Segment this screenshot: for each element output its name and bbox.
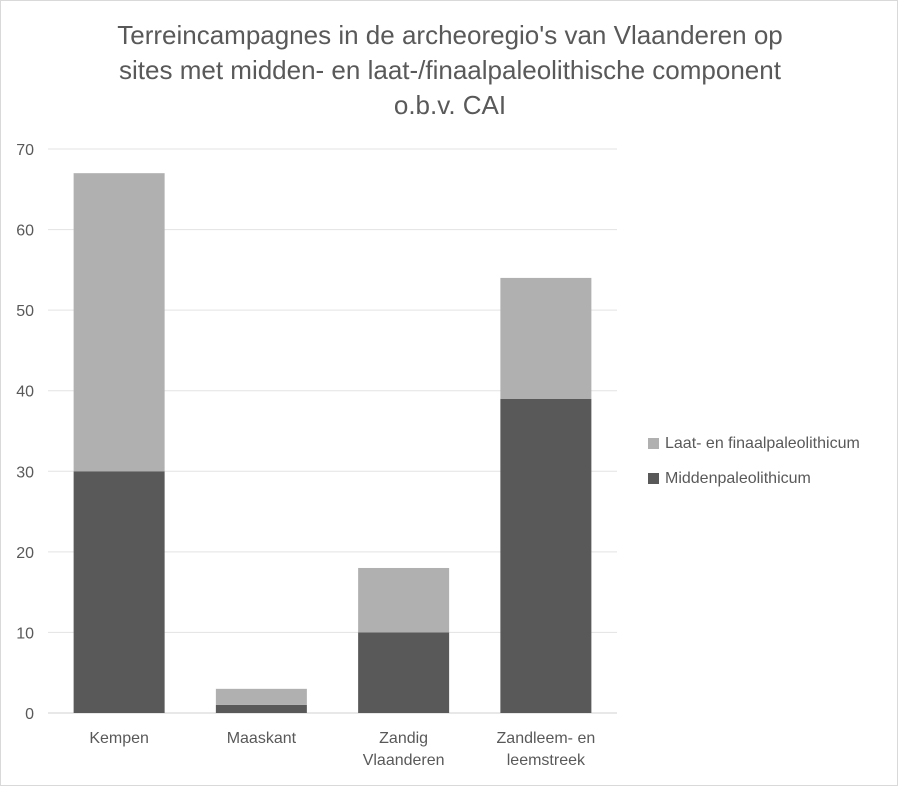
legend-item-middle: Middenpaleolithicum — [648, 461, 860, 496]
y-tick-label-0: 0 — [25, 706, 34, 723]
chart-title-line-3: o.b.v. CAI — [393, 90, 507, 120]
chart-title-line-1: Terreincampagnes in de archeoregio's van… — [117, 20, 783, 50]
y-tick-label-30: 30 — [16, 464, 34, 481]
chart-title: Terreincampagnes in de archeoregio's van… — [40, 18, 860, 123]
bar-middle-3 — [500, 398, 592, 713]
legend-swatch-middle — [648, 473, 659, 484]
x-category-label-2: Zandig Vlaanderen — [363, 730, 445, 769]
legend-swatch-late — [648, 438, 659, 449]
bar-late-1 — [215, 688, 307, 705]
bar-middle-0 — [73, 471, 165, 713]
y-tick-label-60: 60 — [16, 223, 34, 240]
x-category-label-1: Maaskant — [227, 730, 297, 747]
bar-late-0 — [73, 173, 165, 472]
legend: Laat- en finaalpaleolithicum Middenpaleo… — [648, 426, 860, 496]
y-tick-label-10: 10 — [16, 625, 34, 642]
legend-label-late: Laat- en finaalpaleolithicum — [665, 434, 860, 452]
y-tick-label-50: 50 — [16, 303, 34, 320]
chart-title-line-2: sites met midden- en laat-/finaalpaleoli… — [119, 55, 781, 85]
x-category-label-0: Kempen — [89, 730, 149, 747]
bar-middle-1 — [215, 704, 307, 713]
legend-item-late: Laat- en finaalpaleolithicum — [648, 426, 860, 461]
y-tick-label-70: 70 — [16, 142, 34, 159]
bar-late-2 — [358, 567, 450, 633]
bar-middle-2 — [358, 632, 450, 713]
y-tick-label-40: 40 — [16, 384, 34, 401]
x-category-label-3: Zandleem- en leemstreek — [497, 730, 596, 769]
bar-late-3 — [500, 277, 592, 399]
legend-label-middle: Middenpaleolithicum — [665, 469, 811, 487]
y-tick-label-20: 20 — [16, 545, 34, 562]
